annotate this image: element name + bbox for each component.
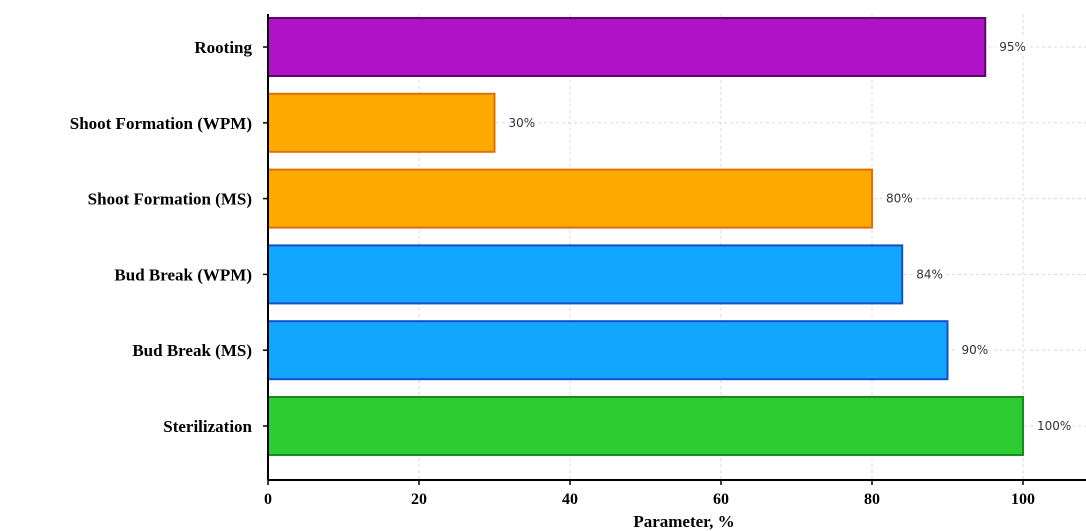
value-label: 84% (916, 267, 943, 281)
category-label: Bud Break (WPM) (114, 265, 252, 284)
x-tick-label: 20 (411, 491, 427, 508)
bar-bud-break-ms (267, 320, 949, 381)
x-tick-label: 100 (1011, 491, 1035, 508)
bar-shoot-formation-wpm (267, 92, 496, 153)
value-label: 80% (886, 192, 913, 206)
value-label-bg (912, 265, 945, 284)
bars (267, 17, 1024, 456)
value-label-bg (882, 189, 914, 208)
bar-shoot-formation-ms (267, 168, 873, 229)
bar-sterilization (267, 396, 1024, 456)
category-label: Rooting (194, 38, 252, 57)
value-label-bg (957, 341, 990, 360)
x-tick-label: 80 (864, 491, 880, 508)
value-label-bg (995, 38, 1028, 56)
value-label-bg (504, 113, 537, 132)
category-label: Bud Break (MS) (132, 341, 252, 360)
value-label-bg (1033, 417, 1073, 435)
value-labels: 95% 30% 80% 84% 90% 100% (504, 38, 1073, 435)
x-tick-label: 60 (713, 491, 729, 508)
value-label: 100% (1037, 419, 1071, 433)
category-label: Sterilization (163, 417, 252, 436)
category-label: Shoot Formation (MS) (88, 190, 252, 209)
value-label: 95% (999, 40, 1026, 54)
x-tick-label: 0 (264, 491, 272, 508)
category-labels: Rooting Shoot Formation (WPM) Shoot Format… (70, 38, 253, 436)
x-ticks: 0 20 40 60 80 100 (263, 46, 1035, 508)
bar-bud-break-wpm (267, 244, 904, 305)
x-axis-title: Parameter, % (633, 512, 734, 531)
axes (267, 14, 1086, 481)
bar-rooting (267, 17, 987, 77)
value-label: 30% (509, 116, 536, 130)
value-label: 90% (962, 343, 989, 357)
category-label: Shoot Formation (WPM) (70, 114, 252, 133)
x-tick-label: 40 (562, 491, 578, 508)
